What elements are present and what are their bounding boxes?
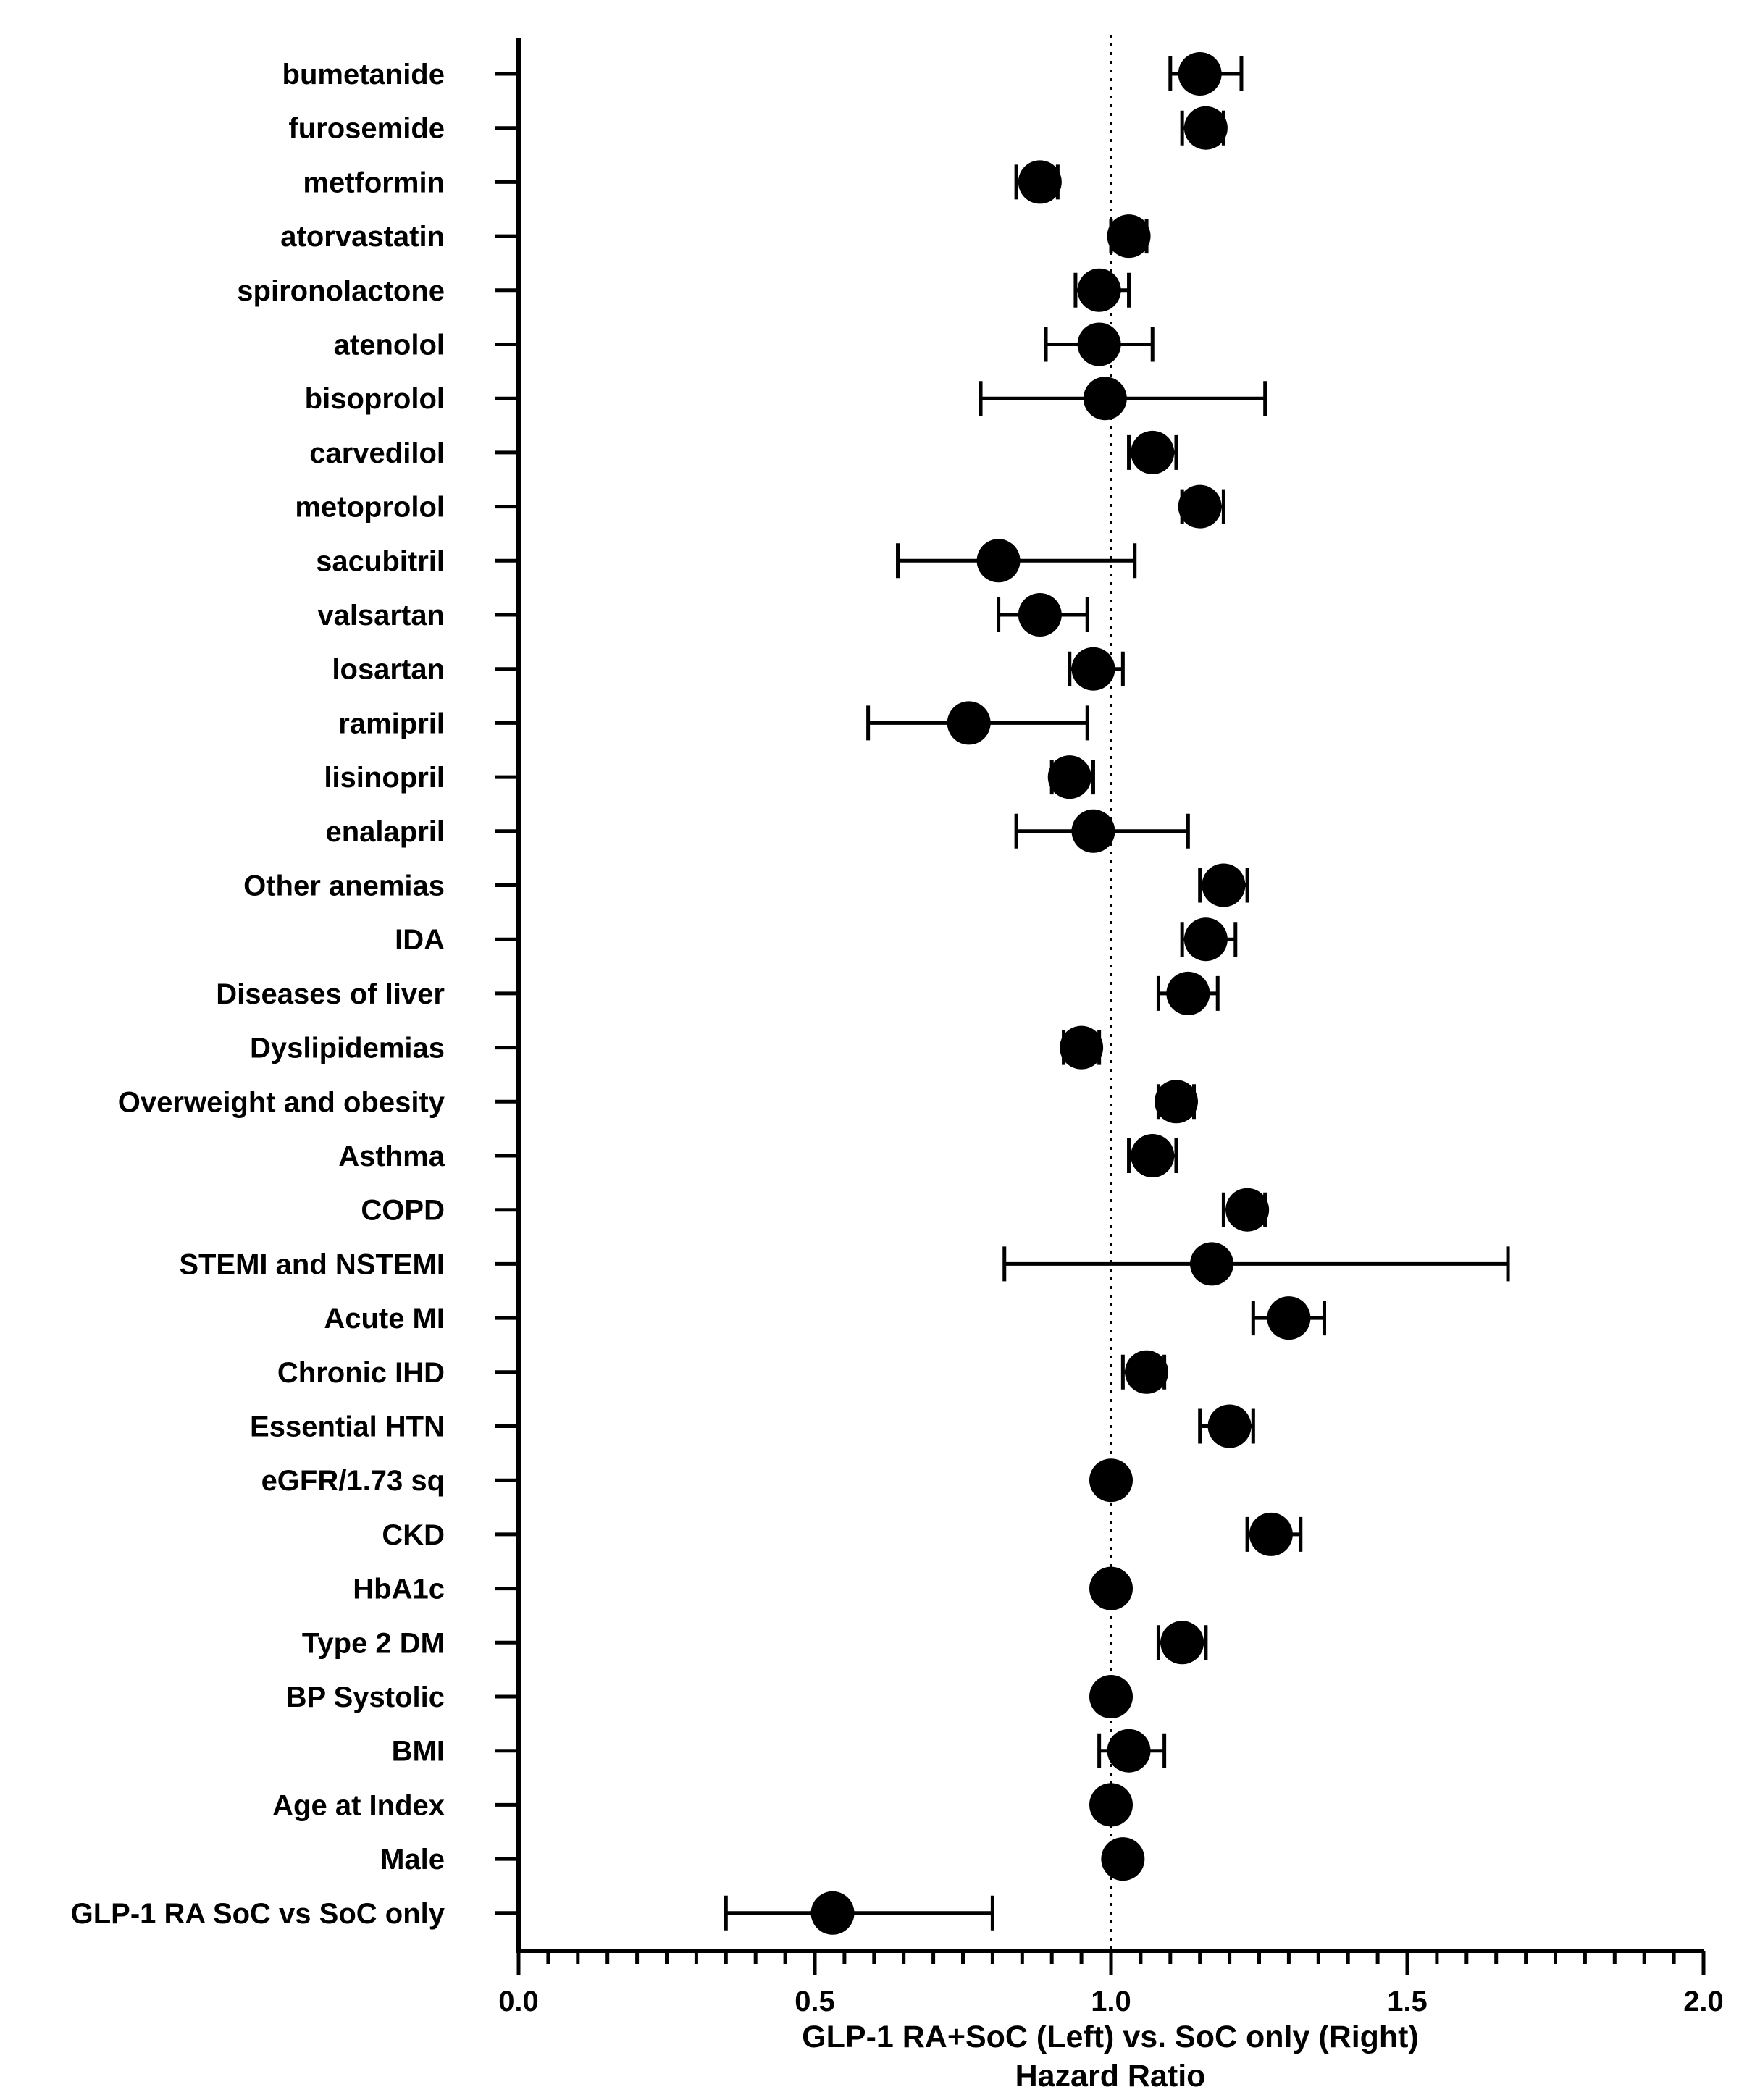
y-tick-label: lisinopril <box>324 762 445 794</box>
y-tick-label: BMI <box>392 1736 445 1768</box>
y-tick-label: eGFR/1.73 sq <box>261 1465 445 1497</box>
y-tick-label: bumetanide <box>282 59 445 91</box>
hazard-ratio-point <box>810 1891 855 1935</box>
y-tick-label: furosemide <box>288 113 445 145</box>
hazard-ratio-point <box>1225 1188 1270 1232</box>
hazard-ratio-point <box>1071 647 1115 691</box>
hazard-ratio-point <box>947 701 991 745</box>
y-tick-label: bisoprolol <box>305 383 445 415</box>
y-tick-label: Age at Index <box>272 1789 445 1821</box>
y-tick-label: IDA <box>395 924 445 956</box>
y-tick-label: atorvastatin <box>280 221 445 253</box>
y-tick-label: Overweight and obesity <box>118 1086 445 1118</box>
hazard-ratio-point <box>1018 593 1062 637</box>
y-tick-label: Acute MI <box>324 1303 445 1335</box>
y-ticks: bumetanide furosemide metformin atorvastati… <box>71 59 519 1930</box>
x-tick-label: 1.0 <box>1091 1986 1131 2017</box>
hazard-ratio-point <box>1160 1621 1204 1665</box>
hazard-ratio-point <box>1071 809 1115 853</box>
hazard-ratio-point <box>1178 52 1222 96</box>
y-tick-label: atenolol <box>334 329 445 361</box>
y-tick-label: valsartan <box>317 600 445 631</box>
hazard-ratio-point <box>1202 863 1246 907</box>
hazard-ratio-point <box>1207 1404 1252 1448</box>
y-tick-label: STEMI and NSTEMI <box>179 1248 445 1280</box>
hazard-ratio-point <box>1131 1134 1175 1177</box>
hazard-ratio-point <box>1083 377 1127 421</box>
axes <box>516 38 1704 1953</box>
hazard-ratio-point <box>1190 1242 1234 1286</box>
hazard-ratio-point <box>1060 1025 1104 1070</box>
hazard-ratio-point <box>1183 917 1228 962</box>
y-tick-label: Other anemias <box>243 870 445 902</box>
y-tick-label: ramipril <box>338 707 445 739</box>
y-tick-label: COPD <box>361 1195 445 1227</box>
hazard-ratio-point <box>1089 1783 1133 1827</box>
hazard-ratio-point <box>1166 971 1210 1015</box>
hazard-ratio-point <box>1089 1675 1133 1718</box>
hazard-ratio-point <box>1125 1350 1169 1394</box>
hazard-ratio-point <box>1047 755 1091 799</box>
y-tick-label: Asthma <box>338 1141 445 1172</box>
data-marks <box>724 52 1510 1935</box>
hazard-ratio-point <box>1077 322 1121 366</box>
y-tick-label: losartan <box>332 654 445 686</box>
hazard-ratio-point <box>1101 1837 1145 1881</box>
x-tick-label: 0.0 <box>498 1986 539 2017</box>
y-tick-label: sacubitril <box>316 545 445 577</box>
hazard-ratio-point <box>976 539 1021 583</box>
hazard-ratio-point <box>1183 106 1228 150</box>
hazard-ratio-point <box>1089 1566 1133 1610</box>
y-tick-label: Diseases of liver <box>216 978 445 1010</box>
hazard-ratio-point <box>1077 268 1121 312</box>
y-tick-label: Dyslipidemias <box>250 1033 445 1064</box>
y-tick-label: Type 2 DM <box>302 1627 445 1659</box>
hazard-ratio-point <box>1107 214 1151 259</box>
y-tick-label: CKD <box>382 1519 445 1551</box>
x-axis-sublabel: Hazard Ratio <box>1015 2059 1206 2093</box>
y-tick-label: carvedilol <box>309 437 445 469</box>
y-tick-label: Chronic IHD <box>277 1357 445 1389</box>
hazard-ratio-point <box>1107 1729 1151 1773</box>
hazard-ratio-point <box>1018 160 1062 204</box>
y-tick-label: HbA1c <box>353 1574 445 1605</box>
y-tick-label: enalapril <box>325 816 445 848</box>
y-tick-label: Male <box>380 1844 445 1876</box>
hazard-ratio-point <box>1154 1080 1198 1124</box>
x-ticks: 0.0 0.5 1.0 1.5 2.0 <box>498 1951 1724 2017</box>
hazard-ratio-point <box>1178 484 1222 529</box>
hazard-ratio-point <box>1249 1512 1293 1556</box>
hazard-ratio-point <box>1089 1458 1133 1503</box>
hazard-ratio-point <box>1267 1296 1311 1340</box>
x-axis-label: GLP-1 RA+SoC (Left) vs. SoC only (Right) <box>802 2020 1419 2054</box>
y-tick-label: Essential HTN <box>250 1411 445 1443</box>
x-tick-label: 1.5 <box>1387 1986 1428 2017</box>
x-tick-label: 0.5 <box>795 1986 835 2017</box>
y-tick-label: GLP-1 RA SoC vs SoC only <box>71 1898 445 1930</box>
hazard-ratio-point <box>1131 430 1175 474</box>
y-tick-label: spironolactone <box>237 275 445 307</box>
x-tick-label: 2.0 <box>1683 1986 1724 2017</box>
y-tick-label: metformin <box>303 167 445 198</box>
y-tick-label: metoprolol <box>295 492 445 524</box>
y-tick-label: BP Systolic <box>286 1681 445 1713</box>
